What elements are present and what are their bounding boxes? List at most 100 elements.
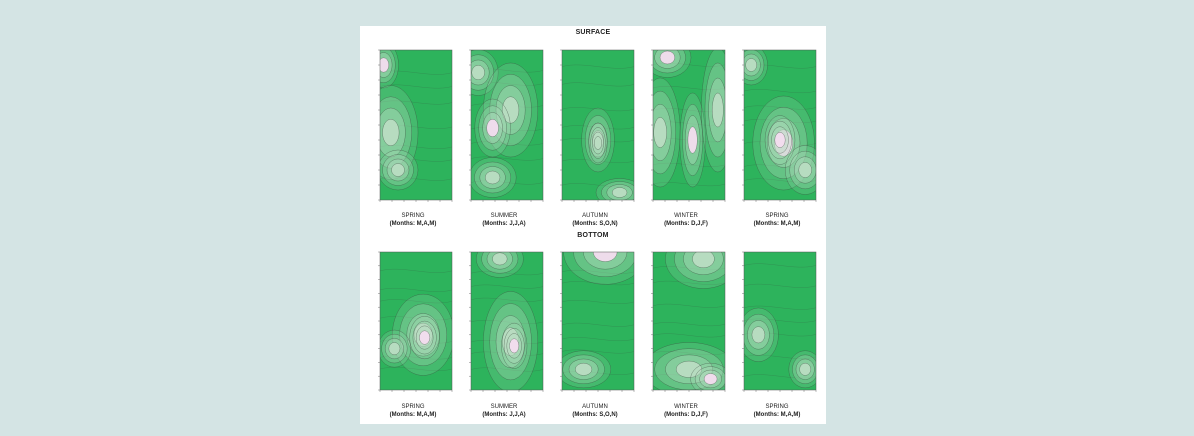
bottom-caption-5: SPRING (Months: M,A,M): [732, 403, 822, 419]
contour-ring: [687, 126, 698, 154]
contour-line: [471, 320, 543, 324]
contour-ring: [703, 373, 718, 385]
contour-layer: [653, 252, 725, 390]
months-label: (Months: S,O,N): [572, 221, 618, 227]
contour-line: [471, 141, 543, 146]
contour-line: [744, 332, 816, 337]
bottom-caption-2: SUMMER (Months: J,J,A): [459, 403, 549, 419]
surface-map-autumn: [560, 49, 635, 202]
months-label: (Months: M,A,M): [389, 221, 437, 227]
surface-panel-5: SPRING (Months: M,A,M): [736, 44, 818, 227]
contour-ring: [653, 117, 667, 148]
contour-line: [471, 156, 543, 161]
contour-line: [744, 283, 816, 288]
bottom-panel-3: AUTUMN (Months: S,O,N): [554, 246, 636, 418]
contour-ring: [745, 58, 757, 72]
season-label: SPRING: [401, 213, 425, 219]
contour-line: [562, 337, 634, 341]
bottom-panel-5: SPRING (Months: M,A,M): [736, 246, 818, 418]
bottom-caption-3: AUTUMN (Months: S,O,N): [550, 403, 640, 419]
surface-map-winter: [651, 49, 726, 202]
contour-line: [744, 263, 816, 268]
bottom-panel-4: WINTER (Months: D,J,F): [645, 246, 727, 418]
season-label: AUTUMN: [582, 213, 608, 219]
contour-line: [471, 81, 543, 86]
contour-line: [562, 300, 634, 304]
contour-ring: [774, 132, 786, 148]
contour-ring: [575, 363, 593, 376]
plot-area: [562, 50, 634, 200]
contour-ring: [380, 57, 389, 73]
contour-line: [471, 297, 543, 302]
months-label: (Months: M,A,M): [753, 221, 801, 227]
bottom-map-summer: [469, 251, 544, 392]
contour-line: [471, 180, 543, 185]
contour-line: [744, 318, 816, 323]
contour-ring: [509, 338, 520, 354]
season-label: SPRING: [765, 213, 789, 219]
contour-ring: [751, 326, 766, 344]
contour-ring: [659, 50, 675, 65]
contour-ring: [388, 342, 401, 355]
contour-layer: [471, 252, 543, 390]
contour-ring: [492, 252, 508, 266]
surface-map-spring-2: [742, 49, 817, 202]
surface-caption-5: SPRING (Months: M,A,M): [732, 212, 822, 228]
contour-layer: [471, 50, 543, 198]
contour-ring: [594, 136, 602, 150]
contour-layer: [653, 50, 725, 188]
contour-ring: [486, 119, 499, 137]
contour-line: [562, 270, 634, 274]
contour-line: [562, 349, 634, 354]
contour-ring: [382, 119, 400, 146]
contour-ring: [692, 252, 715, 268]
bottom-caption-4: WINTER (Months: D,J,F): [641, 403, 731, 419]
contour-line: [471, 367, 543, 372]
contour-line: [380, 70, 452, 75]
contour-layer: [744, 263, 816, 389]
months-label: (Months: J,J,A): [482, 221, 526, 227]
contour-line: [380, 299, 452, 304]
contour-line: [562, 107, 634, 112]
contour-figure: SURFACE SPRING (Months: M,A,M) SUMMER (M…: [360, 26, 826, 424]
season-label: SUMMER: [490, 404, 518, 410]
contour-line: [380, 268, 452, 273]
contour-ring: [471, 65, 485, 80]
contour-layer: [562, 252, 634, 389]
contour-line: [653, 86, 725, 90]
season-label: AUTUMN: [582, 404, 608, 410]
contour-line: [562, 125, 634, 130]
contour-ring: [391, 163, 405, 177]
contour-line: [653, 351, 725, 355]
surface-map-summer: [469, 49, 544, 202]
contour-line: [653, 182, 725, 187]
season-label: SUMMER: [490, 213, 518, 219]
surface-panel-4: WINTER (Months: D,J,F): [645, 44, 727, 227]
contour-line: [653, 303, 725, 308]
contour-layer: [380, 268, 452, 376]
months-label: (Months: M,A,M): [753, 412, 801, 418]
contour-ring: [502, 96, 520, 124]
season-label: WINTER: [674, 213, 698, 219]
contour-line: [744, 374, 816, 379]
contour-line: [562, 281, 634, 286]
contour-line: [380, 288, 452, 292]
months-label: (Months: S,O,N): [572, 412, 618, 418]
contour-ring: [593, 252, 618, 262]
contour-layer: [380, 50, 452, 191]
contour-line: [653, 333, 725, 338]
contour-line: [471, 271, 543, 276]
contour-line: [380, 367, 452, 371]
surface-caption-2: SUMMER (Months: J,J,A): [459, 212, 549, 228]
contour-line: [562, 371, 634, 375]
surface-caption-4: WINTER (Months: D,J,F): [641, 212, 731, 228]
contour-line: [744, 354, 816, 359]
season-label: SPRING: [765, 404, 789, 410]
bottom-map-spring-2: [742, 251, 817, 392]
contour-line: [471, 127, 543, 131]
contour-ring: [712, 92, 724, 128]
contour-ring: [799, 363, 811, 376]
contour-line: [653, 162, 725, 167]
surface-caption-1: SPRING (Months: M,A,M): [368, 212, 458, 228]
